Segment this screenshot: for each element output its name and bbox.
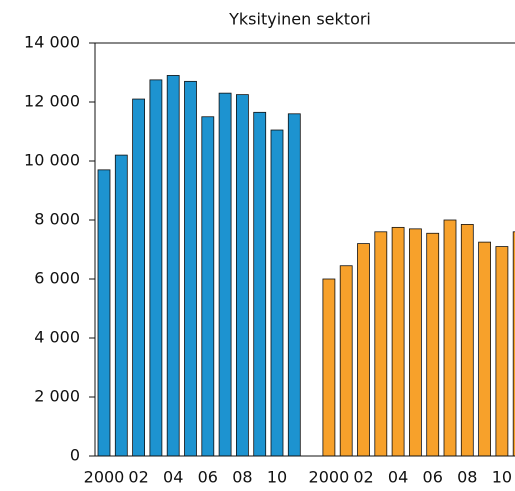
bar (97, 169, 111, 457)
y-tick-label: 0 (70, 446, 80, 465)
x-tick-label: 2000 (309, 468, 350, 487)
x-tick-label: 02 (128, 468, 148, 487)
bar (270, 129, 284, 457)
x-tick-label: 04 (388, 468, 408, 487)
x-tick-label: 08 (232, 468, 252, 487)
x-tick-label: 2000 (84, 468, 125, 487)
y-tick-label: 10 000 (24, 151, 80, 170)
y-tick-label: 4 000 (34, 328, 80, 347)
x-tick-label: 10 (267, 468, 287, 487)
y-tick-label: 8 000 (34, 210, 80, 229)
bar (322, 278, 336, 457)
bar (443, 219, 457, 457)
y-tick-label: 2 000 (34, 387, 80, 406)
bar (253, 111, 267, 457)
bar (218, 92, 232, 457)
x-tick-label: 10 (492, 468, 512, 487)
y-tick-label: 12 000 (24, 92, 80, 111)
bar (149, 79, 163, 457)
x-tick-label: 02 (353, 468, 373, 487)
x-tick-label: 08 (457, 468, 477, 487)
bar (339, 265, 353, 457)
bar (426, 232, 440, 457)
bar (460, 224, 474, 457)
bar (495, 246, 509, 457)
y-tick-label: 6 000 (34, 269, 80, 288)
bar (512, 231, 515, 457)
chart-title: Yksityinen sektori (228, 10, 371, 29)
x-tick-label: 06 (423, 468, 443, 487)
bar (166, 75, 180, 457)
bar (374, 231, 388, 457)
bar (408, 228, 422, 457)
bar (478, 241, 492, 457)
bar (287, 113, 301, 457)
bar (235, 94, 249, 457)
bar (357, 243, 370, 457)
y-tick-label: 14 000 (24, 33, 80, 52)
x-tick-label: 06 (198, 468, 218, 487)
bar (132, 98, 146, 457)
x-tick-label: 04 (163, 468, 183, 487)
bar (201, 116, 215, 457)
bar (114, 154, 128, 457)
bar (184, 80, 197, 457)
bar (391, 226, 405, 457)
